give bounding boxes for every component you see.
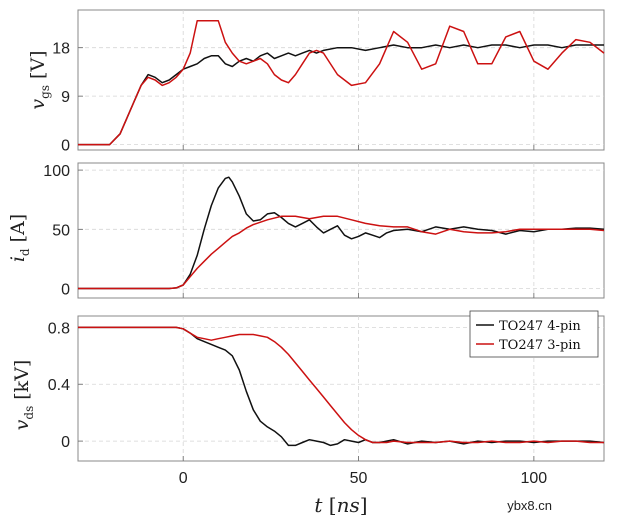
yticks-vds: 0 0.4 0.8 [48,320,70,451]
y-tick-label-id: 0 [61,282,70,299]
y-tick-label-vgs: 0 [61,138,70,155]
watermark-text: ybx8.cn [507,498,552,513]
series-id [78,176,605,290]
y-tick-label-vgs: 9 [61,89,70,106]
y-tick-label-vds: 0 [61,434,70,451]
x-tick-labels: 0 50 100 [179,470,548,487]
x-tick-label: 100 [521,470,548,487]
y-tick-label-vgs: 18 [52,41,70,58]
series-vds [78,326,605,447]
yticks-id: 0 50 100 [43,163,70,298]
y-tick-label-vds: 0.4 [48,377,70,394]
yticks-vgs: 0 9 18 [52,41,70,155]
series-line-vgs-3pin [78,20,605,146]
x-tick-label: 50 [350,470,368,487]
y-tick-label-id: 100 [43,163,70,180]
x-tick-label: 0 [179,470,188,487]
ylabel-vgs: vgs [V] [27,50,52,109]
x-axis-label: t [ns] [314,493,367,517]
series-line-vgs-4pin [78,44,604,146]
legend-label-4pin: TO247 4-pin [499,319,581,334]
legend: TO247 4-pin TO247 3-pin [469,310,599,358]
panel-id: 0 50 100 id [A] [7,162,605,299]
series-vgs [78,20,605,146]
series-line-vds-4pin [78,326,605,447]
series-line-id-4pin [78,176,605,290]
series-line-vds-3pin [78,326,604,444]
y-tick-label-vds: 0.8 [48,320,70,337]
panel-vgs: 0 9 18 vgs [V] [27,9,605,155]
series-line-id-3pin [78,215,605,290]
legend-label-3pin: TO247 3-pin [499,338,581,353]
ylabel-id: id [A] [7,214,32,262]
ylabel-vds: vds [kV] [11,360,36,431]
y-tick-label-id: 50 [52,222,70,239]
